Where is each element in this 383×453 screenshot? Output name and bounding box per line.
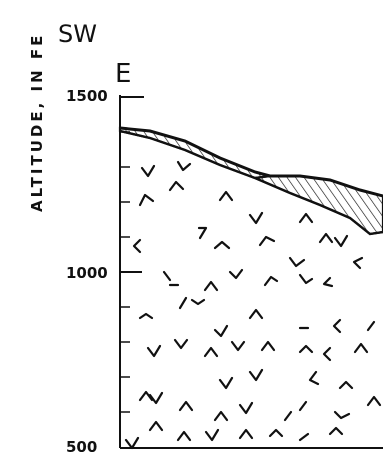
y-axis-label: ALTITUDE, IN FE xyxy=(28,33,46,212)
bedrock-contact-line xyxy=(119,129,383,236)
tick-label-1500: 1500 xyxy=(66,87,108,105)
tick-label-1000: 1000 xyxy=(66,264,108,282)
section-letter-label: E xyxy=(115,59,131,89)
rock-symbols xyxy=(124,160,382,450)
direction-label-sw: SW xyxy=(58,20,97,48)
ground-surface-line xyxy=(119,126,383,198)
tick-label-500: 500 xyxy=(66,438,97,453)
